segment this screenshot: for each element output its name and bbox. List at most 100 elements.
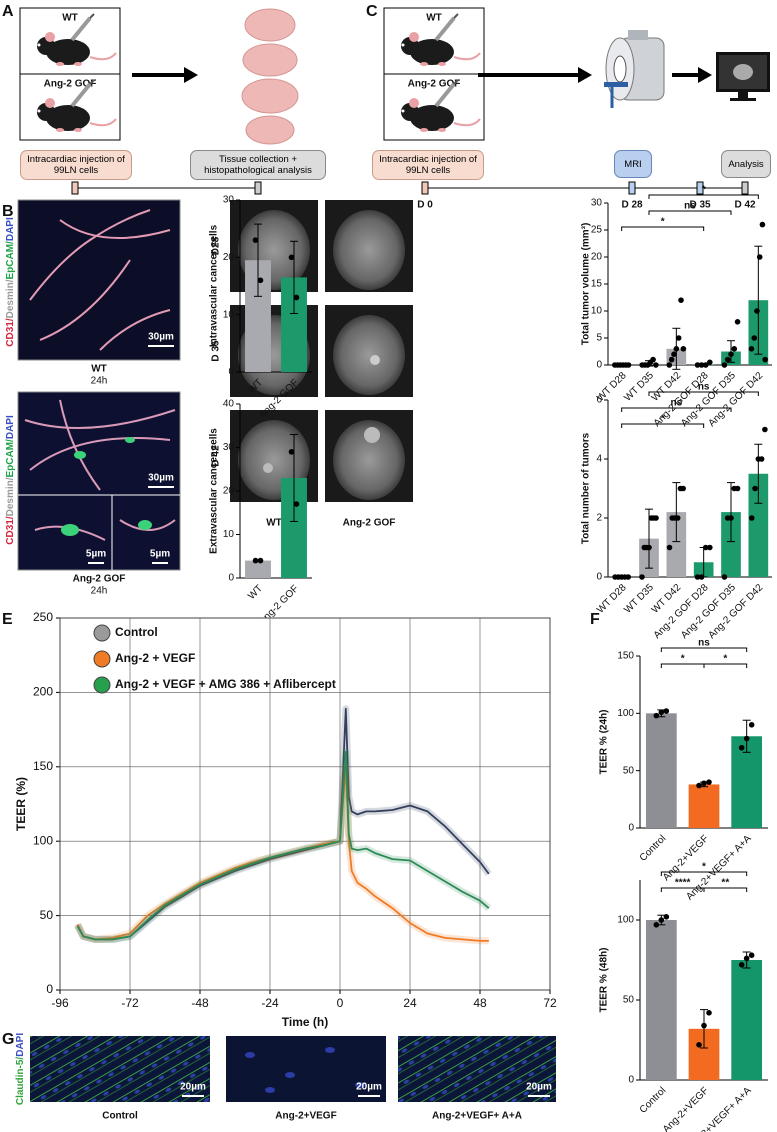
y-tick-label: 15: [591, 279, 603, 290]
column-label: WT: [266, 518, 282, 529]
data-point: [748, 346, 755, 352]
legend-marker: [93, 676, 111, 694]
arrow-head: [698, 67, 712, 83]
data-point: [288, 449, 295, 455]
data-point: [724, 356, 731, 363]
time-label: D 0: [417, 200, 433, 211]
panel-letter: A: [2, 3, 14, 20]
significance-label: *: [702, 862, 706, 873]
significance-bracket: [621, 407, 732, 412]
data-point: [707, 544, 713, 551]
y-tick-label: 150: [617, 651, 634, 662]
data-point: [288, 254, 295, 261]
image-caption: WT: [91, 364, 107, 375]
data-point: [678, 297, 684, 304]
micrograph: [398, 1036, 556, 1102]
legend-label: Control: [115, 625, 158, 639]
y-tick-label: 0: [228, 573, 234, 584]
stain-label: Claudin-5/DAPI: [15, 1033, 26, 1105]
x-tick-label: Control: [638, 833, 669, 864]
significance-label: *: [702, 185, 706, 196]
stain-part: DAPI: [15, 1033, 26, 1057]
x-tick-label: -48: [191, 996, 209, 1010]
data-point: [762, 426, 768, 433]
group-label: Ang-2 GOF: [408, 79, 461, 90]
time-label: D 42: [734, 200, 756, 211]
bar: [645, 920, 677, 1080]
significance-label: ****: [675, 878, 691, 889]
bar: [688, 784, 720, 828]
significance-bracket: [621, 226, 705, 231]
data-point: [668, 356, 675, 363]
data-point: [625, 574, 632, 580]
series-line: [76, 751, 490, 941]
y-tick-label: 150: [33, 759, 53, 773]
data-point: [653, 515, 659, 521]
y-axis-label: Total tumor volume (mm³): [581, 223, 592, 346]
y-axis-label: TEER % (48h): [599, 947, 610, 1012]
stain-part: DAPI: [5, 217, 16, 241]
image-caption: Ang-2 GOF: [73, 574, 126, 585]
data-point: [639, 574, 645, 580]
data-point: [658, 709, 665, 715]
data-point: [721, 362, 728, 368]
time-label: D 35: [689, 200, 711, 211]
significance-bracket: [703, 887, 748, 892]
micrograph: [17, 391, 181, 571]
x-tick-label: 0: [337, 996, 344, 1010]
bar: [731, 960, 763, 1080]
x-axis-label: Time (h): [282, 1015, 328, 1029]
x-tick-label: 24: [403, 996, 417, 1010]
monitor: [716, 52, 770, 101]
y-tick-label: 0: [596, 360, 602, 371]
timepoint: [71, 181, 79, 195]
significance-bracket: [648, 210, 732, 215]
arrow-head: [184, 67, 198, 83]
panel-letter: E: [2, 611, 13, 628]
y-axis-label: TEER % (24h): [599, 709, 610, 774]
step-box: Analysis: [721, 150, 771, 178]
bar: [748, 473, 769, 577]
y-tick-label: 20: [223, 252, 235, 263]
data-point: [751, 335, 758, 341]
y-tick-label: 40: [223, 399, 235, 410]
stain-part: Claudin-5/: [15, 1057, 26, 1106]
scale-label: 20µm: [180, 1082, 206, 1093]
significance-label: ns: [670, 398, 682, 409]
data-point: [734, 485, 741, 492]
legend-marker: [93, 650, 111, 668]
data-point: [663, 708, 670, 714]
vessel-strokes: [29, 209, 171, 351]
timepoint: [628, 181, 636, 195]
panel-letter: F: [590, 611, 600, 628]
significance-label: *: [661, 414, 665, 425]
y-axis-label: Total number of tumors: [581, 432, 592, 544]
stain-part: CD31/: [5, 318, 16, 347]
data-point: [257, 277, 264, 284]
y-tick-label: 20: [223, 486, 235, 497]
data-point: [702, 362, 709, 368]
bar: [666, 512, 687, 577]
scale-label: 20µm: [526, 1082, 552, 1093]
scale-label: 20µm: [356, 1082, 382, 1093]
significance-bracket: [703, 663, 748, 668]
data-point: [758, 456, 765, 462]
significance-bracket: [648, 391, 759, 396]
y-tick-label: 50: [623, 765, 635, 776]
timepoint: [696, 181, 704, 195]
step-box: MRI: [614, 150, 652, 178]
group-label: WT: [62, 13, 78, 24]
data-point: [663, 914, 670, 920]
data-point: [658, 917, 665, 923]
stain-part: DAPI: [5, 415, 16, 439]
data-point: [728, 515, 734, 521]
data-point: [748, 952, 755, 958]
data-point: [293, 501, 300, 507]
data-point: [707, 359, 713, 366]
significance-bracket: [648, 194, 759, 199]
data-point: [293, 294, 300, 301]
y-tick-label: 10: [223, 529, 235, 540]
data-point: [698, 574, 705, 580]
data-point: [702, 544, 709, 551]
